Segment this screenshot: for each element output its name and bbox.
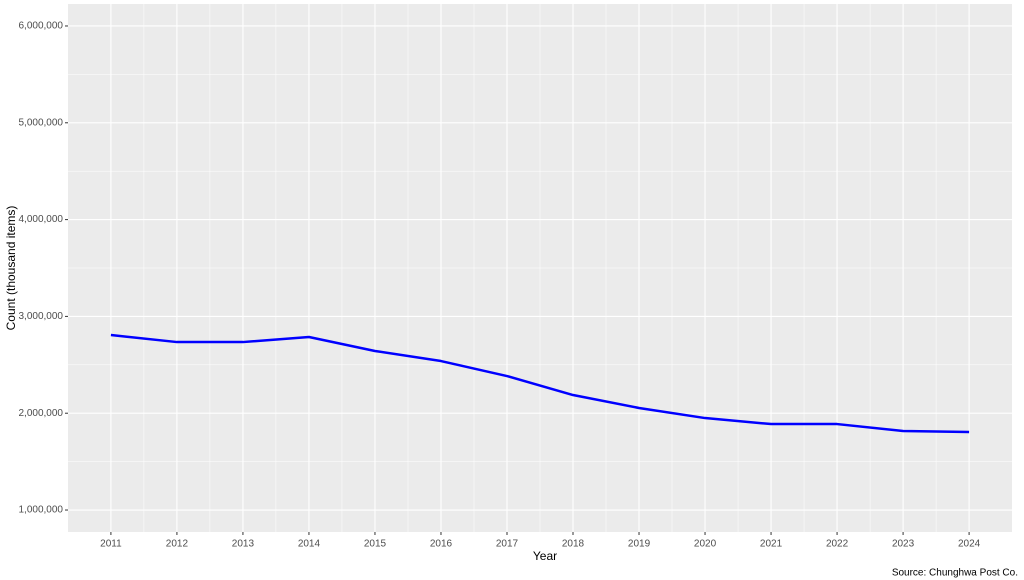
y-tick-label: 1,000,000	[19, 505, 64, 516]
x-tick-label: 2015	[364, 539, 387, 550]
x-tick-label: 2013	[232, 539, 255, 550]
y-tick-label: 4,000,000	[19, 214, 64, 225]
y-tick-label: 5,000,000	[19, 117, 64, 128]
x-tick-label: 2014	[298, 539, 321, 550]
y-tick-label: 3,000,000	[19, 311, 64, 322]
x-tick-label: 2024	[958, 539, 981, 550]
line-series	[110, 333, 970, 434]
x-tick-label: 2018	[562, 539, 585, 550]
caption: Source: Chunghwa Post Co.	[892, 568, 1018, 579]
x-tick-label: 2017	[496, 539, 519, 550]
y-tick-label: 2,000,000	[19, 408, 64, 419]
x-tick-label: 2019	[628, 539, 651, 550]
x-tick-label: 2023	[892, 539, 915, 550]
x-tick-label: 2020	[694, 539, 717, 550]
x-tick-label: 2016	[430, 539, 453, 550]
x-axis-title: Year	[533, 549, 557, 563]
y-axis-title: Count (thousand items)	[4, 206, 18, 331]
y-tick-label: 6,000,000	[19, 21, 64, 32]
x-tick-label: 2011	[100, 539, 122, 550]
grid	[68, 4, 1012, 532]
x-tick-label: 2012	[166, 539, 189, 550]
x-tick-label: 2022	[826, 539, 849, 550]
x-tick-label: 2021	[760, 539, 783, 550]
plot	[110, 333, 970, 434]
